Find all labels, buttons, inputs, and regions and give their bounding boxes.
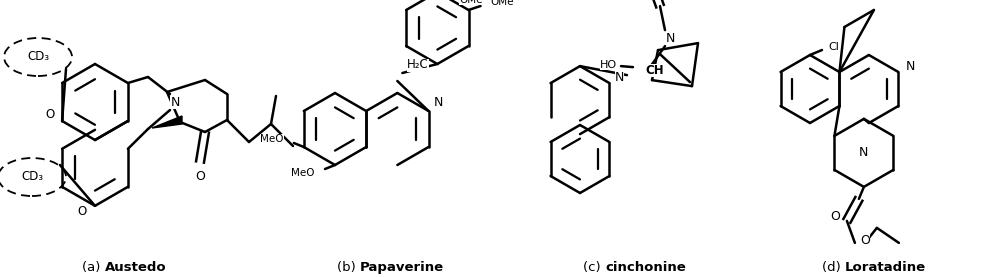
Text: O: O	[45, 109, 55, 122]
Text: MeO: MeO	[260, 134, 284, 144]
Text: N: N	[665, 32, 675, 45]
Text: cinchonine: cinchonine	[605, 261, 686, 274]
Text: Cl: Cl	[828, 42, 839, 52]
Text: CD₃: CD₃	[21, 171, 43, 183]
Text: OMe: OMe	[459, 0, 483, 5]
Text: Papaverine: Papaverine	[360, 261, 444, 274]
Text: N: N	[906, 60, 915, 73]
Text: N: N	[434, 96, 443, 109]
Text: (c): (c)	[583, 261, 605, 274]
Text: O: O	[77, 205, 87, 218]
Text: OMe: OMe	[491, 0, 514, 7]
Text: O: O	[830, 211, 840, 223]
Text: N: N	[859, 146, 869, 159]
Text: (d): (d)	[822, 261, 845, 274]
Text: H₂C: H₂C	[407, 58, 429, 71]
Text: Austedo: Austedo	[105, 261, 167, 274]
Text: O: O	[195, 170, 205, 183]
Text: (a): (a)	[82, 261, 105, 274]
Polygon shape	[152, 116, 182, 128]
Text: N: N	[615, 71, 624, 84]
Text: N: N	[170, 96, 180, 109]
Text: MeO: MeO	[292, 168, 315, 178]
Text: CD₃: CD₃	[27, 50, 49, 63]
Text: O: O	[860, 234, 870, 247]
Text: Loratadine: Loratadine	[845, 261, 926, 274]
Text: CH: CH	[645, 64, 664, 77]
Text: HO: HO	[600, 60, 617, 70]
Text: (b): (b)	[337, 261, 360, 274]
